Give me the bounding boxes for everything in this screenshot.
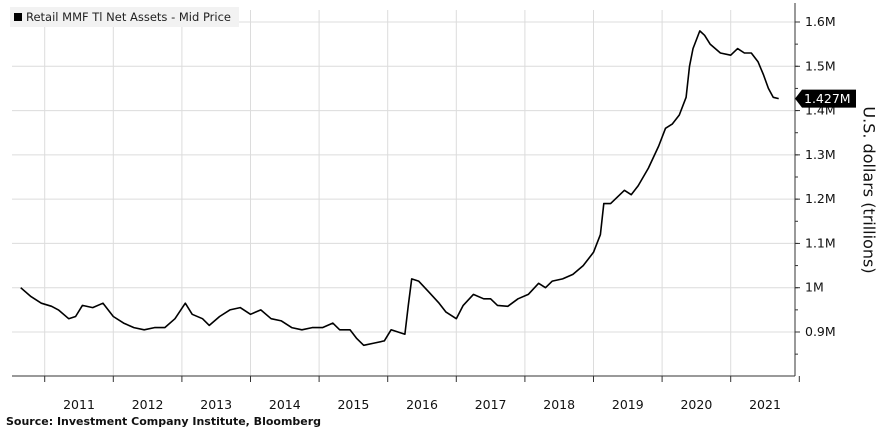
x-tick-label: 2011	[63, 397, 95, 412]
last-value-text: 1.427M	[804, 91, 851, 106]
last-value-badge	[795, 89, 856, 108]
x-tick-label: 2012	[132, 397, 164, 412]
x-tick-label: 2020	[680, 397, 712, 412]
series-line-retail-mmf	[20, 30, 779, 347]
x-tick-label: 2013	[200, 397, 232, 412]
x-tick-label: 2018	[543, 397, 575, 412]
y-axis-label: U.S. dollars (trillions)	[859, 106, 879, 274]
y-tick-label: 0.9M	[805, 324, 836, 339]
x-tick-label: 2017	[475, 397, 507, 412]
y-tick-label: 1.2M	[805, 191, 836, 206]
source-note: Source: Investment Company Institute, Bl…	[6, 415, 322, 428]
x-tick-label: 2021	[749, 397, 781, 412]
legend-swatch	[14, 13, 22, 21]
x-tick-label: 2016	[406, 397, 438, 412]
legend-entry: Retail MMF Tl Net Assets - Mid Price	[26, 10, 231, 24]
x-axis-ticks: 2011 2012 2013 2014 2015 2016 2017 2018 2019 2020…	[44, 376, 800, 412]
x-tick-label: 2019	[612, 397, 644, 412]
y-tick-label: 1.5M	[805, 58, 836, 73]
grid-lines	[12, 10, 795, 376]
y-tick-label: 1M	[805, 280, 824, 295]
y-tick-label: 1.1M	[805, 235, 836, 250]
x-tick-label: 2014	[269, 397, 301, 412]
y-tick-label: 1.3M	[805, 147, 836, 162]
x-tick-label: 2015	[337, 397, 369, 412]
last-value-label: 1.427M	[795, 89, 856, 108]
y-tick-label: 1.6M	[805, 14, 836, 29]
legend: Retail MMF Tl Net Assets - Mid Price	[10, 7, 239, 27]
